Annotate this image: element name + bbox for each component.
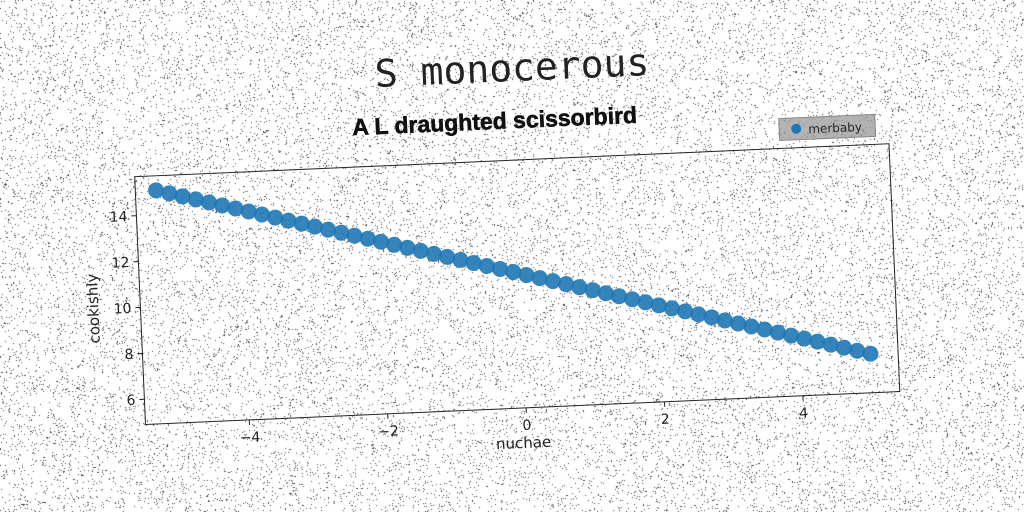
- data-point: [597, 285, 614, 302]
- data-point: [253, 206, 270, 223]
- data-point: [650, 297, 667, 314]
- data-point: [703, 309, 720, 326]
- data-point: [531, 270, 548, 287]
- y-axis-ticks: 6 8 10 12 14: [109, 209, 145, 409]
- data-point: [611, 288, 628, 305]
- data-point: [161, 185, 178, 202]
- data-point: [439, 248, 456, 265]
- y-tick-label: 6: [126, 393, 136, 409]
- legend-marker: [791, 123, 802, 134]
- x-tick-label: 0: [522, 418, 532, 434]
- data-point: [544, 273, 561, 290]
- data-point: [214, 197, 231, 214]
- data-point: [849, 342, 866, 359]
- x-tick-label: 2: [660, 412, 670, 428]
- legend: merbaby: [778, 113, 877, 142]
- data-point: [492, 261, 509, 278]
- legend-label: merbaby: [808, 120, 862, 136]
- data-point: [320, 221, 337, 238]
- data-point: [769, 324, 786, 341]
- data-point: [663, 300, 680, 317]
- x-tick-label: 4: [799, 406, 809, 422]
- data-point: [809, 333, 826, 350]
- chart-title: A L draughted scissorbird: [352, 102, 638, 140]
- data-point: [333, 224, 350, 241]
- x-axis-label: nuchae: [496, 433, 552, 453]
- y-tick-label: 10: [113, 301, 132, 318]
- y-tick-label: 12: [111, 255, 130, 272]
- plot-group: A L draughted scissorbird −4 −2 0 2 4 6 8 10 12…: [83, 101, 901, 453]
- data-point: [425, 245, 442, 262]
- data-point: [293, 215, 310, 232]
- data-point: [730, 315, 747, 332]
- data-point: [783, 327, 800, 344]
- data-point: [677, 303, 694, 320]
- data-point: [359, 230, 376, 247]
- y-tick-label: 14: [109, 209, 128, 226]
- plot-area: [134, 143, 901, 425]
- data-point: [478, 257, 495, 274]
- data-point: [148, 182, 165, 199]
- data-point: [571, 279, 588, 296]
- data-point: [505, 264, 522, 281]
- data-point: [690, 306, 707, 323]
- data-point: [174, 188, 191, 205]
- legend-box: [778, 113, 877, 142]
- data-point: [518, 267, 535, 284]
- y-tick-label: 8: [124, 347, 134, 363]
- data-point: [796, 330, 813, 347]
- data-point: [227, 200, 244, 217]
- data-point: [306, 218, 323, 235]
- data-point: [267, 209, 284, 226]
- x-tick-label: −4: [239, 429, 260, 446]
- data-point: [280, 212, 297, 229]
- data-point: [637, 294, 654, 311]
- data-point: [743, 318, 760, 335]
- data-points: [148, 182, 879, 362]
- data-point: [412, 242, 429, 259]
- data-point: [822, 336, 839, 353]
- data-point: [240, 203, 257, 220]
- data-point: [716, 312, 733, 329]
- data-point: [452, 251, 469, 268]
- data-point: [558, 276, 575, 293]
- data-point: [756, 321, 773, 338]
- data-point: [624, 291, 641, 308]
- data-point: [399, 239, 416, 256]
- data-point: [584, 282, 601, 299]
- data-point: [346, 227, 363, 244]
- x-tick-label: −2: [378, 423, 399, 440]
- data-point: [465, 254, 482, 271]
- data-point: [862, 345, 879, 362]
- data-point: [200, 194, 217, 211]
- data-point: [372, 233, 389, 250]
- data-point: [835, 339, 852, 356]
- x-axis-ticks: −4 −2 0 2 4: [239, 395, 809, 446]
- y-axis-label: cookishly: [83, 273, 104, 344]
- data-point: [386, 236, 403, 253]
- data-point: [187, 191, 204, 208]
